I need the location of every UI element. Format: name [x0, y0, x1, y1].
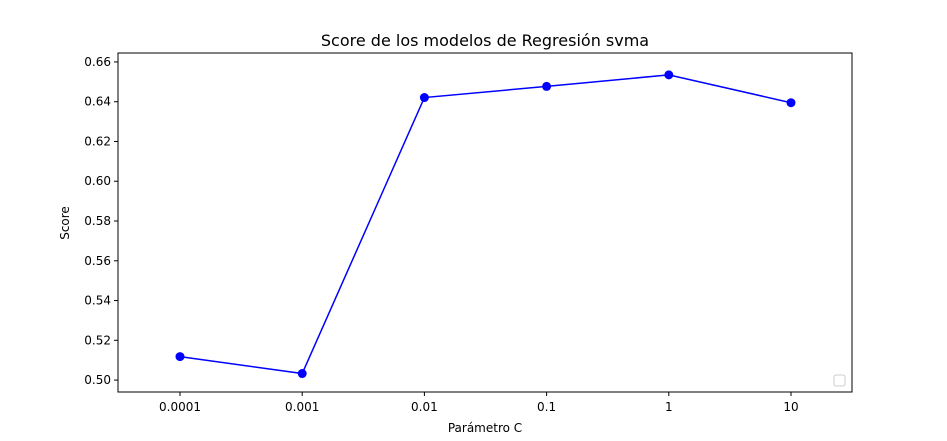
series-line — [179, 74, 792, 375]
y-tick-label: 0.66 — [84, 55, 111, 69]
plot-area — [117, 52, 853, 393]
y-tick-label: 0.62 — [84, 134, 111, 148]
y-tick-label: 0.54 — [84, 294, 111, 308]
y-tick-label: 0.52 — [84, 333, 111, 347]
x-tick-label: 0.01 — [411, 400, 438, 414]
x-axis: 0.0001 0.001 0.01 0.1 1 10 — [159, 392, 799, 414]
y-tick-label: 0.60 — [84, 174, 111, 188]
x-tick-label: 0.001 — [285, 400, 319, 414]
x-axis-label: Parámetro C — [448, 421, 522, 435]
x-tick-label: 1 — [665, 400, 673, 414]
y-tick-label: 0.58 — [84, 214, 111, 228]
y-tick-label: 0.50 — [84, 373, 111, 387]
x-tick-label: 0.0001 — [159, 400, 201, 414]
data-point — [786, 98, 796, 108]
y-tick-label: 0.56 — [84, 254, 111, 268]
chart-title: Score de los modelos de Regresión svma — [321, 31, 649, 50]
data-point — [542, 81, 552, 91]
series-markers — [175, 70, 796, 379]
data-point — [664, 70, 674, 80]
y-tick-label: 0.64 — [84, 95, 111, 109]
legend-box — [833, 374, 846, 387]
data-point — [297, 369, 307, 379]
y-axis-label: Score — [58, 206, 72, 240]
x-tick-label: 0.1 — [537, 400, 556, 414]
y-axis: 0.50 0.52 0.54 0.56 0.58 0.60 0.62 0.64 0.66 — [84, 55, 118, 387]
data-point — [419, 93, 429, 103]
x-tick-label: 10 — [783, 400, 798, 414]
data-point — [175, 352, 185, 362]
